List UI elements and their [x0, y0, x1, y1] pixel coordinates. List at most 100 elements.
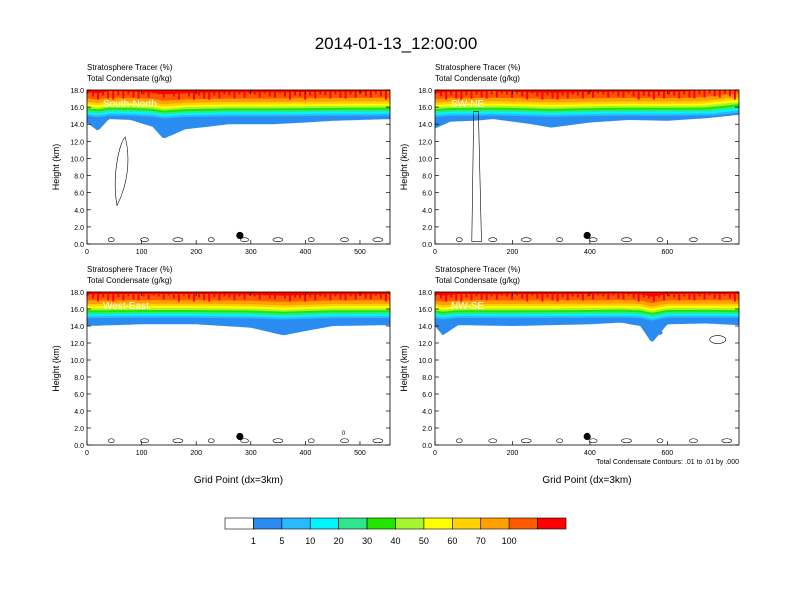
x-tick-label: 200: [507, 249, 519, 256]
tracer-spike: [203, 90, 206, 99]
tracer-spike: [273, 90, 276, 98]
tracer-spike: [324, 292, 327, 298]
x-tick-label: 0: [433, 450, 437, 457]
condensate-contour: [272, 237, 284, 243]
condensate-contour: [721, 438, 733, 444]
x-tick-label: 400: [584, 450, 596, 457]
tracer-spike: [117, 292, 120, 298]
tracer-spike: [374, 292, 377, 296]
y-tick-label: 6.0: [74, 392, 84, 399]
location-marker: [236, 231, 244, 240]
y-tick-label: 2.0: [74, 225, 84, 232]
tracer-spike: [703, 90, 706, 98]
condensate-contour: [520, 237, 532, 243]
panel-subtitle-tracer: Stratosphere Tracer (%): [435, 63, 521, 72]
tracer-spike: [652, 292, 655, 302]
y-tick-label: 14.0: [70, 122, 84, 129]
tracer-spike: [475, 292, 478, 297]
tracer-spike: [258, 90, 261, 98]
tracer-spike: [678, 292, 681, 301]
tracer-spike: [561, 90, 564, 96]
tracer-spike: [304, 90, 307, 100]
x-tick-label: 600: [662, 450, 674, 457]
tracer-spike: [607, 90, 610, 98]
tracer-spike: [576, 292, 579, 298]
tracer-spike: [526, 292, 529, 302]
x-tick-label: 300: [245, 450, 257, 457]
tracer-spike: [632, 90, 635, 97]
tracer-spike: [157, 292, 160, 297]
tracer-spike: [460, 292, 463, 302]
panel-subtitle-tracer: Stratosphere Tracer (%): [87, 63, 173, 72]
condensate-contour: [140, 237, 149, 243]
tracer-spike: [566, 90, 569, 99]
tracer-spike: [208, 90, 211, 100]
tracer-spike: [167, 292, 170, 296]
tracer-spike: [703, 292, 706, 300]
tracer-spike: [324, 90, 327, 96]
tracer-spike: [581, 90, 584, 99]
tracer-spike: [238, 292, 241, 297]
tracer-spike: [698, 90, 701, 95]
tracer-spike: [142, 292, 145, 297]
tracer-spike: [223, 292, 226, 297]
tracer-spike: [122, 292, 125, 301]
x-tick-label: 100: [136, 450, 148, 457]
condensate-contour: [114, 136, 129, 207]
tracer-spike: [536, 292, 539, 299]
tracer-spike: [349, 292, 352, 297]
tracer-spike: [617, 292, 620, 299]
tracer-spike: [359, 292, 362, 296]
tracer-spike: [733, 90, 736, 100]
x-tick-label: 300: [245, 249, 257, 256]
tracer-spike: [541, 292, 544, 302]
tracer-spike: [299, 90, 302, 97]
tracer-spike: [283, 292, 286, 299]
tracer-spike: [587, 90, 589, 95]
tracer-spike: [511, 90, 513, 98]
tracer-field: [435, 292, 739, 342]
y-tick-label: 4.0: [422, 409, 432, 416]
colorbar-swatch: [423, 517, 453, 530]
panel-subtitle-condensate: Total Condensate (g/kg): [435, 276, 520, 285]
tracer-spike: [228, 90, 231, 96]
tracer-spike: [354, 90, 357, 98]
tracer-spike: [561, 292, 564, 298]
tracer-spike: [258, 292, 261, 300]
contour-footnote: Total Condensate Contours: .01 to .01 by…: [596, 459, 739, 466]
tracer-spike: [364, 292, 367, 299]
tracer-spike: [344, 292, 347, 301]
tracer-spike: [728, 292, 731, 299]
y-tick-label: 0.0: [422, 242, 432, 249]
condensate-contour: [172, 438, 184, 444]
tracer-spike: [597, 292, 600, 296]
tracer-spike: [490, 90, 493, 95]
colorbar-swatch: [508, 517, 538, 530]
tracer-spike: [359, 90, 362, 94]
condensate-contour: [207, 237, 215, 243]
tracer-spike: [708, 292, 711, 296]
tracer-spike: [243, 90, 246, 98]
tracer-field: [87, 292, 390, 336]
y-tick-label: 14.0: [418, 122, 432, 129]
tracer-spike: [495, 90, 498, 98]
tracer-spike: [253, 90, 256, 95]
tracer-spike: [688, 292, 691, 300]
tracer-spike: [480, 90, 483, 98]
colorbar-swatch: [338, 517, 368, 530]
tracer-spike: [379, 292, 382, 299]
condensate-contour: [140, 438, 149, 444]
tracer-spike: [531, 90, 534, 94]
y-tick-label: 12.0: [418, 139, 432, 146]
x-tick-label: 200: [507, 450, 519, 457]
colorbar-label: 10: [305, 536, 315, 546]
y-axis-label: Height (km): [399, 345, 409, 392]
y-tick-label: 18.0: [70, 88, 84, 95]
tracer-spike: [198, 292, 201, 298]
tracer-spike: [693, 292, 696, 301]
tracer-spike: [127, 292, 130, 297]
tracer-spike: [228, 292, 231, 298]
y-tick-label: 16.0: [418, 105, 432, 112]
tracer-spike: [369, 292, 372, 300]
